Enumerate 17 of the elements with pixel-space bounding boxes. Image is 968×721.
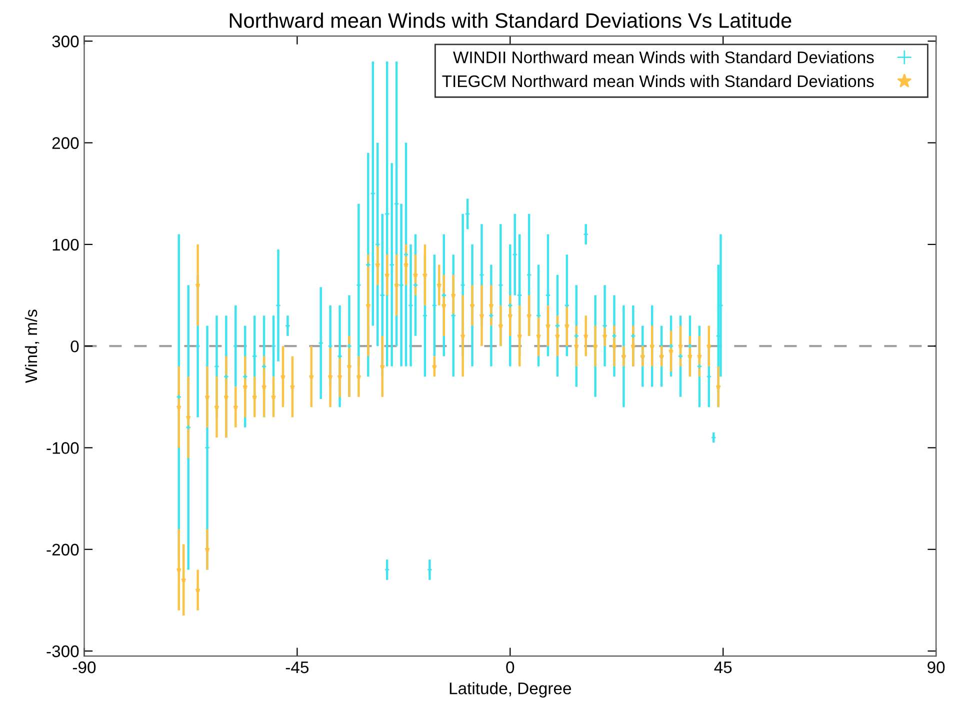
y-tick-label: -300 bbox=[46, 645, 79, 658]
legend-label: TIEGCM Northward mean Winds with Standard Deviations bbox=[442, 74, 874, 88]
y-tick-label: 300 bbox=[52, 36, 79, 48]
y-tick-label: -200 bbox=[46, 544, 79, 556]
chart-title: Northward mean Winds with Standard Deviations Vs Latitude bbox=[230, 12, 792, 28]
y-tick-label: -100 bbox=[46, 442, 79, 454]
y-axis-title: Wind, m/s bbox=[24, 310, 40, 384]
x-tick-label: -90 bbox=[72, 661, 96, 674]
y-tick-label: 0 bbox=[70, 340, 79, 352]
y-tick-label: 200 bbox=[52, 137, 79, 149]
x-tick-label: 90 bbox=[928, 661, 945, 674]
x-tick-label: 45 bbox=[714, 662, 732, 674]
x-tick-label: -45 bbox=[286, 662, 309, 674]
y-tick-label: 100 bbox=[52, 238, 79, 251]
x-axis-title: Latitude, Degree bbox=[450, 682, 572, 698]
x-tick-label: 0 bbox=[506, 661, 514, 674]
legend-label: WINDII Northward mean Winds with Standard Deviations bbox=[453, 51, 874, 64]
